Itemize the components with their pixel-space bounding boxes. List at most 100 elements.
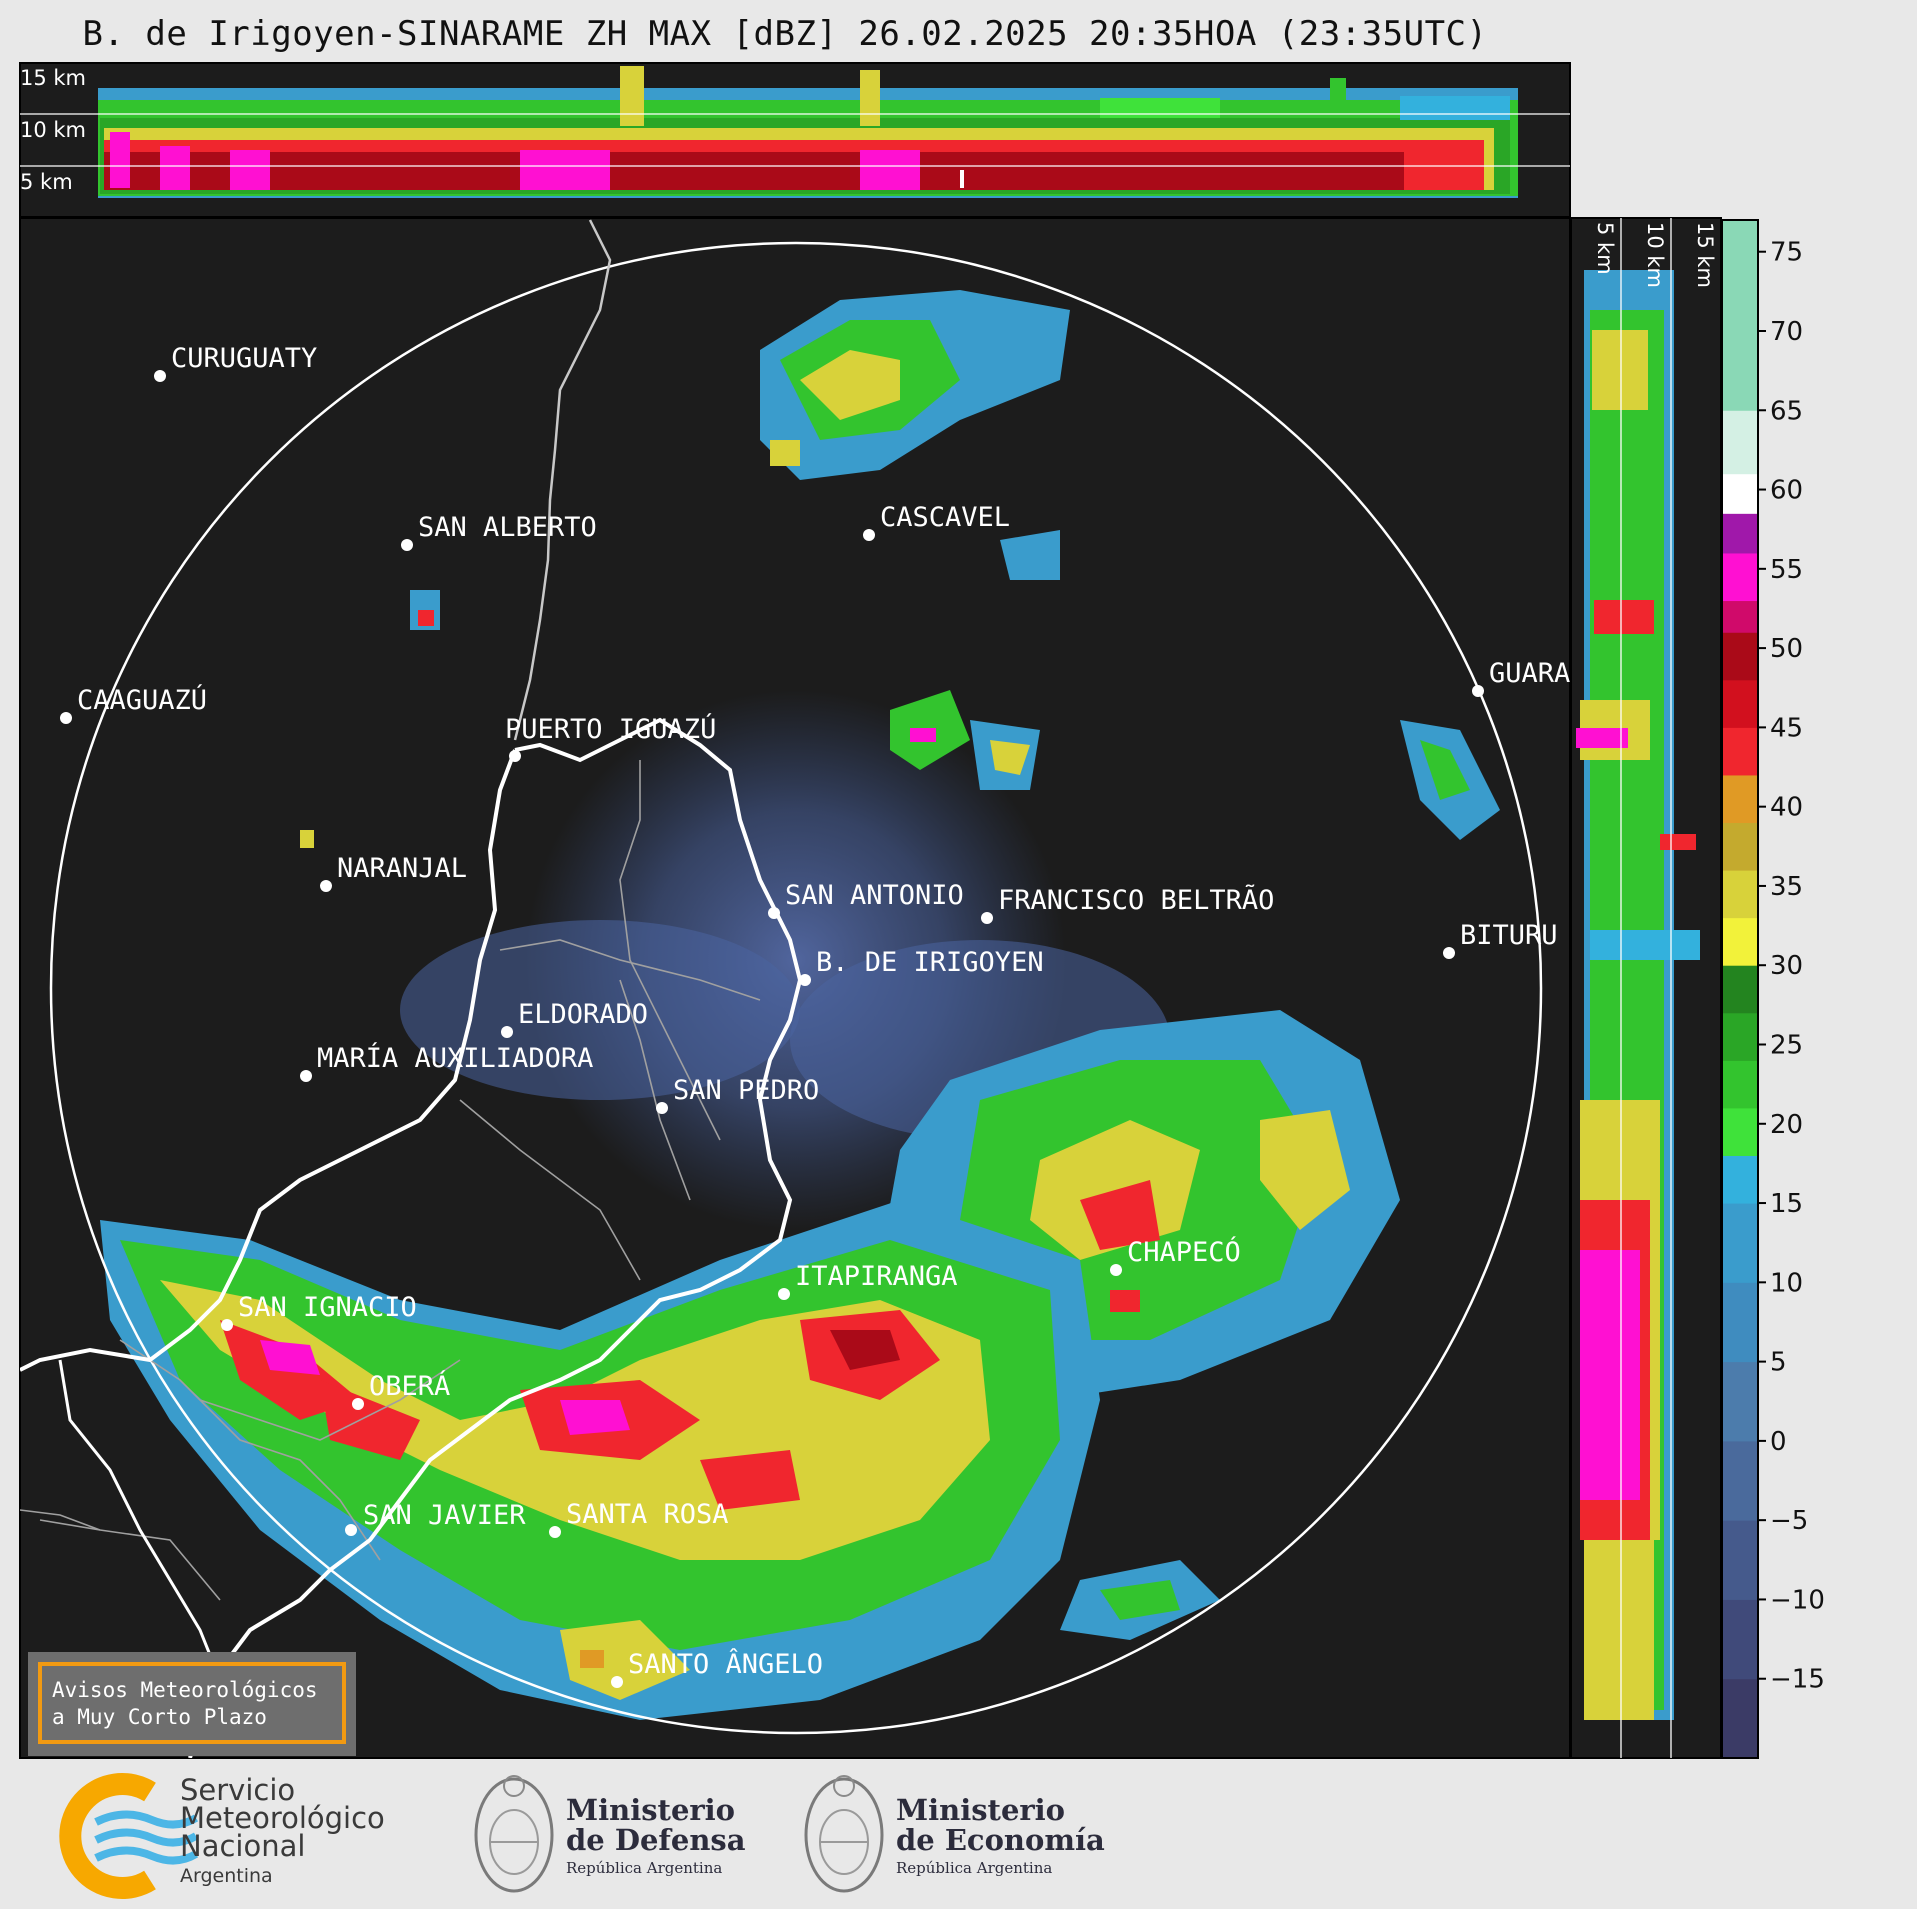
city-label: CURUGUATY bbox=[171, 343, 317, 374]
top-height-label-5km: 5 km bbox=[20, 170, 73, 194]
echo-south-field bbox=[100, 1200, 1220, 1720]
city-dot-icon bbox=[768, 907, 780, 919]
city-label: NARANJAL bbox=[337, 853, 467, 884]
city-san-ignacio: SAN IGNACIO bbox=[221, 1292, 417, 1331]
colorbar-tick-label: 55 bbox=[1770, 555, 1803, 585]
city-label: GUARA bbox=[1489, 658, 1570, 689]
city-dot-icon bbox=[1472, 685, 1484, 697]
city-label: CAAGUAZÚ bbox=[77, 684, 207, 716]
smn-line3: Nacional bbox=[180, 1829, 306, 1863]
colorbar-tick-label: −15 bbox=[1770, 1665, 1825, 1695]
radar-echoes bbox=[100, 290, 1500, 1720]
city-mar-a-auxiliadora: MARÍA AUXILIADORA bbox=[300, 1042, 593, 1082]
smn-line4: Argentina bbox=[180, 1865, 273, 1887]
city-san-antonio: SAN ANTONIO bbox=[768, 880, 964, 919]
colorbar-band bbox=[1722, 1012, 1758, 1061]
city-dot-icon bbox=[611, 1676, 623, 1688]
colorbar-band bbox=[1722, 917, 1758, 966]
colorbar-tick-label: 40 bbox=[1770, 793, 1803, 823]
page-title: B. de Irigoyen-SINARAME ZH MAX [dBZ] 26.… bbox=[82, 14, 1488, 54]
colorbar-band bbox=[1722, 1107, 1758, 1156]
colorbar-tick-label: 25 bbox=[1770, 1030, 1803, 1060]
colorbar-band bbox=[1722, 1440, 1758, 1521]
city-dot-icon bbox=[300, 1070, 312, 1082]
side-profile-echo bbox=[1576, 270, 1700, 1720]
city-label: CASCAVEL bbox=[880, 502, 1010, 533]
city-label: SANTO ÂNGELO bbox=[628, 1648, 823, 1680]
city-chapec-: CHAPECÓ bbox=[1110, 1236, 1241, 1276]
smn-logo-arc-icon bbox=[59, 1773, 156, 1899]
side-height-label-5km: 5 km bbox=[1593, 222, 1617, 275]
city-guara: GUARA bbox=[1472, 658, 1570, 697]
city-label: SANTA ROSA bbox=[566, 1499, 729, 1530]
colorbar-band bbox=[1722, 870, 1758, 919]
colorbar-tick-label: 45 bbox=[1770, 713, 1803, 743]
city-label: PUERTO IGUAZÚ bbox=[505, 713, 716, 745]
city-dot-icon bbox=[320, 880, 332, 892]
city-label: ELDORADO bbox=[518, 999, 648, 1030]
economia-seal-icon bbox=[804, 1775, 884, 1893]
smn-logo-text: Servicio Meteorológico Nacional Argentin… bbox=[180, 1776, 385, 1890]
economia-line2: de Economía bbox=[896, 1823, 1105, 1857]
city-san-pedro: SAN PEDRO bbox=[656, 1075, 819, 1114]
colorbar-tick-label: 50 bbox=[1770, 634, 1803, 664]
echo-north-cluster bbox=[760, 290, 1070, 480]
city-dot-icon bbox=[501, 1026, 513, 1038]
top-height-label-10km: 10 km bbox=[20, 118, 86, 142]
city-label: OBERÁ bbox=[369, 1370, 450, 1402]
radar-map-panel: CURUGUATY SAN ALBERTO CAAGUAZÚ CASCAVEL PUER… bbox=[19, 217, 1571, 1759]
warning-box-line2: a Muy Corto Plazo bbox=[52, 1705, 267, 1729]
province-borders bbox=[39, 760, 761, 1601]
colorbar-tick-label: 30 bbox=[1770, 951, 1803, 981]
colorbar-tick-label: 10 bbox=[1770, 1268, 1803, 1298]
city-label: MARÍA AUXILIADORA bbox=[317, 1042, 593, 1074]
city-markers: CURUGUATY SAN ALBERTO CAAGUAZÚ CASCAVEL PUER… bbox=[60, 343, 1570, 1688]
city-label: B. DE IRIGOYEN bbox=[816, 947, 1044, 978]
city-label: SAN ALBERTO bbox=[418, 512, 597, 543]
colorbar-band bbox=[1722, 220, 1758, 411]
side-height-label-15km: 15 km bbox=[1693, 222, 1717, 288]
city-dot-icon bbox=[509, 750, 521, 762]
defensa-line3: República Argentina bbox=[566, 1859, 723, 1877]
colorbar-band bbox=[1722, 410, 1758, 475]
city-label: SAN PEDRO bbox=[673, 1075, 819, 1106]
colorbar-band bbox=[1722, 1361, 1758, 1442]
city-puerto-iguaz-: PUERTO IGUAZÚ bbox=[505, 713, 716, 762]
city-dot-icon bbox=[60, 712, 72, 724]
warning-box[interactable]: Avisos Meteorológicos a Muy Corto Plazo bbox=[28, 1652, 356, 1756]
colorbar-tick-label: −10 bbox=[1770, 1585, 1825, 1615]
city-santo-ngelo: SANTO ÂNGELO bbox=[611, 1648, 823, 1688]
colorbar-band bbox=[1722, 1060, 1758, 1109]
city-curuguaty: CURUGUATY bbox=[154, 343, 317, 382]
smn-line1: Servicio bbox=[180, 1773, 296, 1807]
colorbar-band bbox=[1722, 1520, 1758, 1600]
economia-line3: República Argentina bbox=[896, 1859, 1053, 1877]
top-profile-echo bbox=[98, 66, 1518, 198]
city-label: CHAPECÓ bbox=[1127, 1236, 1241, 1268]
colorbar-tick-label: 60 bbox=[1770, 476, 1803, 506]
city-label: BITURU bbox=[1460, 920, 1558, 951]
colorbar-tick-label: 65 bbox=[1770, 396, 1803, 426]
colorbar-band bbox=[1722, 965, 1758, 1014]
city-dot-icon bbox=[778, 1288, 790, 1300]
colorbar-tick-label: 20 bbox=[1770, 1110, 1803, 1140]
colorbar-tick-label: 0 bbox=[1770, 1427, 1787, 1457]
city-naranjal: NARANJAL bbox=[320, 853, 467, 892]
paraguay-brazil-border bbox=[513, 219, 612, 741]
city-dot-icon bbox=[799, 974, 811, 986]
defensa-seal-icon bbox=[474, 1775, 554, 1893]
city-itapiranga: ITAPIRANGA bbox=[778, 1261, 958, 1300]
defensa-text: Ministerio de Defensa República Argentin… bbox=[566, 1795, 746, 1877]
colorbar-band bbox=[1722, 774, 1758, 824]
colorbar-tick-label: 15 bbox=[1770, 1189, 1803, 1219]
economia-line1: Ministerio bbox=[896, 1793, 1066, 1827]
city-dot-icon bbox=[549, 1526, 561, 1538]
side-height-label-10km: 10 km bbox=[1643, 222, 1667, 288]
city-dot-icon bbox=[154, 370, 166, 382]
colorbar-bands bbox=[1722, 220, 1758, 1759]
city-dot-icon bbox=[863, 529, 875, 541]
top-height-label-15km: 15 km bbox=[20, 66, 86, 90]
paraguay-border-south bbox=[58, 1359, 222, 1681]
colorbar-tick-label: 70 bbox=[1770, 317, 1803, 347]
